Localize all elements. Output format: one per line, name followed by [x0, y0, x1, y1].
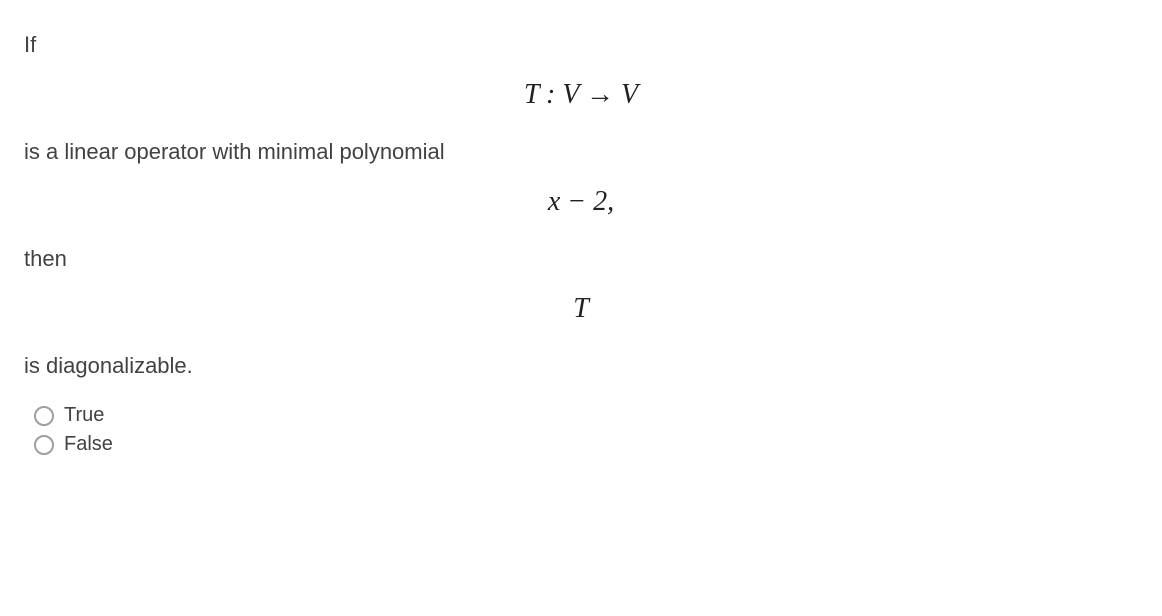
text-then: then [24, 242, 1138, 275]
text-linear-operator: is a linear operator with minimal polyno… [24, 135, 1138, 168]
text-diagonalizable: is diagonalizable. [24, 349, 1138, 382]
option-false-label: False [64, 433, 113, 456]
option-true-row[interactable]: True [34, 404, 1138, 427]
answer-options: True False [34, 404, 1138, 456]
math-operator-content: T : V → V [524, 79, 638, 110]
question-block: If T : V → V is a linear operator with m… [24, 28, 1138, 382]
math-polynomial: x − 2, [24, 186, 1138, 218]
option-true-label: True [64, 404, 104, 427]
radio-true[interactable] [34, 406, 54, 426]
math-t-content: T [573, 293, 589, 324]
math-operator: T : V → V [24, 79, 1138, 111]
text-if: If [24, 28, 1138, 61]
math-t: T [24, 293, 1138, 325]
radio-false[interactable] [34, 435, 54, 455]
option-false-row[interactable]: False [34, 433, 1138, 456]
math-polynomial-content: x − 2, [548, 186, 614, 217]
